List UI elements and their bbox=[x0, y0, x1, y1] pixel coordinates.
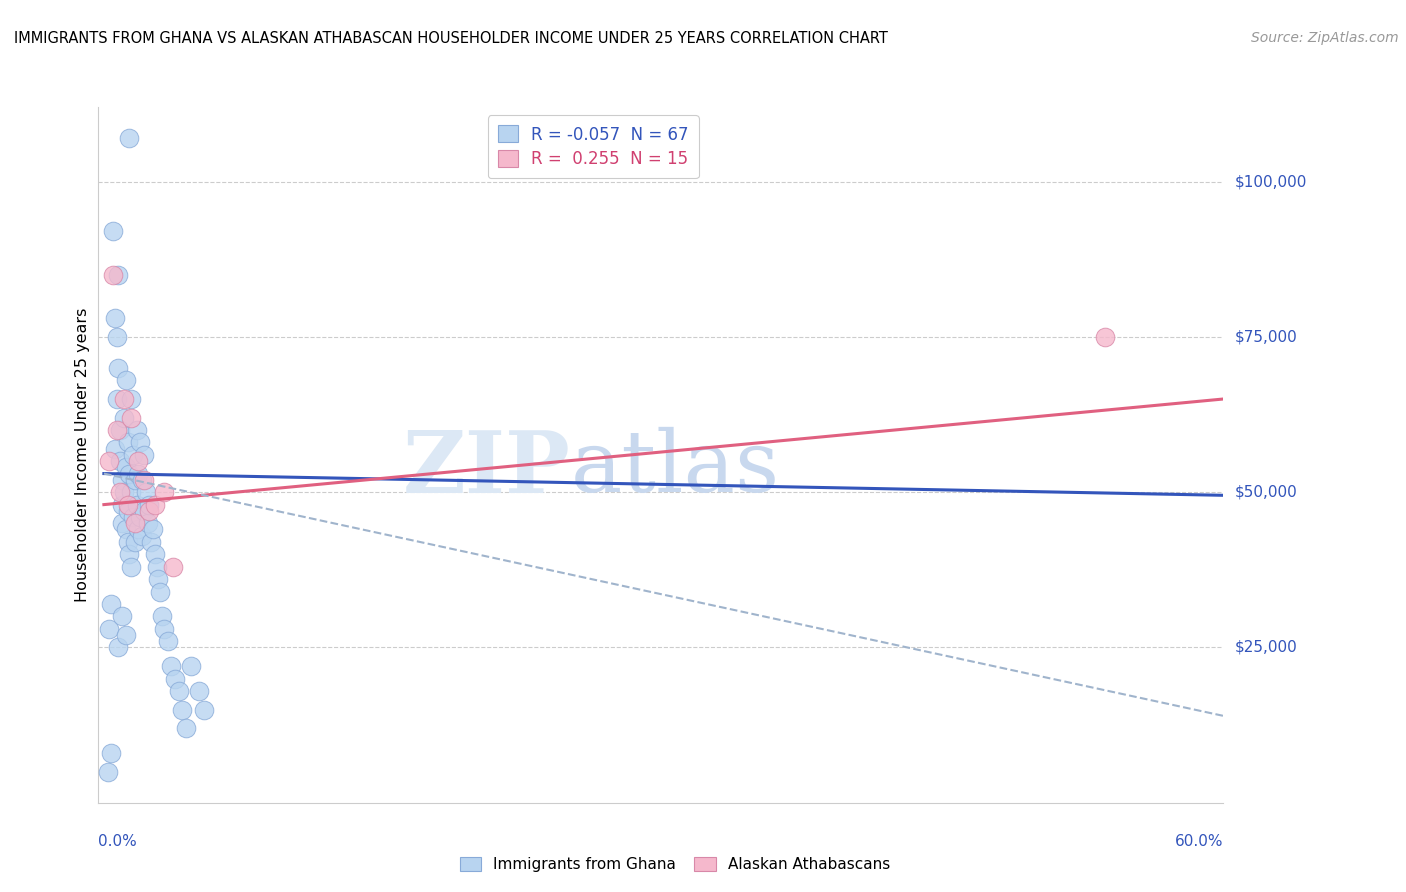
Point bbox=[120, 410, 142, 425]
Point bbox=[117, 498, 139, 512]
Point bbox=[127, 523, 149, 537]
Point bbox=[111, 498, 134, 512]
Text: atlas: atlas bbox=[571, 427, 780, 510]
Point bbox=[117, 504, 139, 518]
Point bbox=[138, 504, 160, 518]
Point bbox=[131, 529, 153, 543]
Point bbox=[142, 523, 165, 537]
Point bbox=[122, 510, 145, 524]
Point bbox=[105, 330, 128, 344]
Text: IMMIGRANTS FROM GHANA VS ALASKAN ATHABASCAN HOUSEHOLDER INCOME UNDER 25 YEARS CO: IMMIGRANTS FROM GHANA VS ALASKAN ATHABAS… bbox=[14, 31, 889, 46]
Point bbox=[125, 423, 148, 437]
Point bbox=[117, 534, 139, 549]
Point bbox=[112, 410, 135, 425]
Text: 60.0%: 60.0% bbox=[1175, 834, 1223, 849]
Point bbox=[129, 435, 152, 450]
Point bbox=[105, 392, 128, 406]
Point bbox=[117, 435, 139, 450]
Point bbox=[111, 609, 134, 624]
Point bbox=[118, 547, 141, 561]
Point bbox=[180, 659, 202, 673]
Point bbox=[111, 516, 134, 531]
Point bbox=[145, 559, 167, 574]
Point bbox=[127, 454, 149, 468]
Y-axis label: Householder Income Under 25 years: Householder Income Under 25 years bbox=[75, 308, 90, 602]
Point bbox=[135, 485, 157, 500]
Point bbox=[153, 485, 176, 500]
Point bbox=[148, 572, 170, 586]
Point bbox=[105, 423, 128, 437]
Point bbox=[122, 448, 145, 462]
Point bbox=[163, 672, 186, 686]
Point bbox=[114, 373, 136, 387]
Point bbox=[132, 473, 155, 487]
Point bbox=[136, 516, 159, 531]
Point bbox=[132, 504, 155, 518]
Point bbox=[160, 659, 183, 673]
Point bbox=[132, 448, 155, 462]
Point bbox=[107, 640, 129, 655]
Text: 0.0%: 0.0% bbox=[98, 834, 138, 849]
Point bbox=[120, 559, 142, 574]
Point bbox=[143, 547, 166, 561]
Point bbox=[107, 360, 129, 375]
Point bbox=[118, 131, 141, 145]
Point bbox=[98, 622, 121, 636]
Point bbox=[193, 703, 215, 717]
Point bbox=[153, 622, 176, 636]
Point bbox=[104, 311, 127, 326]
Point bbox=[1094, 330, 1116, 344]
Point bbox=[131, 473, 153, 487]
Point bbox=[114, 460, 136, 475]
Point bbox=[107, 268, 129, 282]
Point bbox=[112, 392, 135, 406]
Point bbox=[167, 684, 190, 698]
Point bbox=[187, 684, 209, 698]
Text: $50,000: $50,000 bbox=[1234, 484, 1298, 500]
Point bbox=[111, 473, 134, 487]
Point bbox=[101, 224, 124, 238]
Point bbox=[110, 485, 132, 500]
Text: $100,000: $100,000 bbox=[1234, 174, 1306, 189]
Text: ZIP: ZIP bbox=[404, 427, 571, 511]
Point bbox=[120, 392, 142, 406]
Text: Source: ZipAtlas.com: Source: ZipAtlas.com bbox=[1251, 31, 1399, 45]
Point bbox=[124, 534, 146, 549]
Point bbox=[112, 485, 135, 500]
Text: $25,000: $25,000 bbox=[1234, 640, 1298, 655]
Point bbox=[162, 559, 184, 574]
Point bbox=[104, 442, 127, 456]
Point bbox=[172, 703, 194, 717]
Point bbox=[110, 423, 132, 437]
Text: $75,000: $75,000 bbox=[1234, 329, 1298, 344]
Point bbox=[141, 534, 163, 549]
Point bbox=[100, 746, 122, 760]
Point bbox=[174, 721, 197, 735]
Legend: Immigrants from Ghana, Alaskan Athabascans: Immigrants from Ghana, Alaskan Athabasca… bbox=[451, 849, 898, 880]
Point bbox=[129, 510, 152, 524]
Point bbox=[101, 268, 124, 282]
Point bbox=[138, 498, 160, 512]
Point bbox=[156, 634, 179, 648]
Legend: R = -0.057  N = 67, R =  0.255  N = 15: R = -0.057 N = 67, R = 0.255 N = 15 bbox=[488, 115, 699, 178]
Point bbox=[124, 473, 146, 487]
Point bbox=[149, 584, 172, 599]
Point bbox=[143, 498, 166, 512]
Point bbox=[114, 628, 136, 642]
Point bbox=[98, 454, 121, 468]
Point bbox=[125, 498, 148, 512]
Point bbox=[120, 485, 142, 500]
Point bbox=[114, 523, 136, 537]
Point bbox=[124, 516, 146, 531]
Point bbox=[96, 764, 118, 779]
Point bbox=[118, 467, 141, 481]
Point bbox=[150, 609, 173, 624]
Point bbox=[110, 454, 132, 468]
Point bbox=[100, 597, 122, 611]
Point bbox=[127, 467, 149, 481]
